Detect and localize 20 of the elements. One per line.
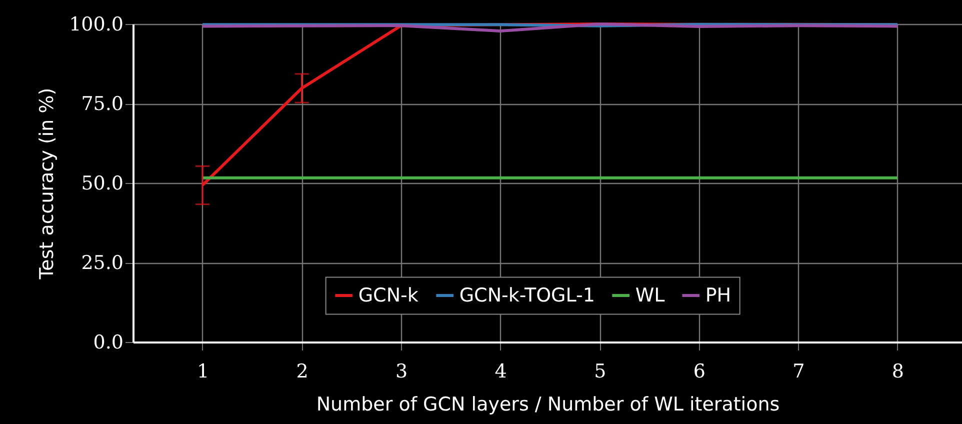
x-tick-label: 1 <box>196 360 210 382</box>
legend-label: WL <box>635 284 666 307</box>
legend-label: GCN-k-TOGL-1 <box>459 284 595 307</box>
legend-label: GCN-k <box>358 284 418 307</box>
x-tick-label: 6 <box>693 360 706 382</box>
x-tick-label: 8 <box>892 360 904 382</box>
y-tick-label: 75.0 <box>81 93 124 115</box>
x-axis-title: Number of GCN layers / Number of WL iterations <box>316 394 780 416</box>
y-tick-label: 25.0 <box>81 252 124 274</box>
y-tick-label: 100.0 <box>69 14 124 36</box>
y-tick-label: 0.0 <box>93 332 124 354</box>
x-tick-label: 3 <box>396 360 408 382</box>
x-tick-label: 5 <box>594 360 606 382</box>
line-series <box>200 22 899 32</box>
y-tick-label: 50.0 <box>81 172 124 194</box>
x-tick-label: 4 <box>494 360 507 382</box>
x-tick-label: 2 <box>296 360 308 382</box>
legend-label: PH <box>705 284 732 307</box>
y-axis-title: Test accuracy (in %) <box>36 88 58 280</box>
x-tick-label: 7 <box>792 360 805 382</box>
